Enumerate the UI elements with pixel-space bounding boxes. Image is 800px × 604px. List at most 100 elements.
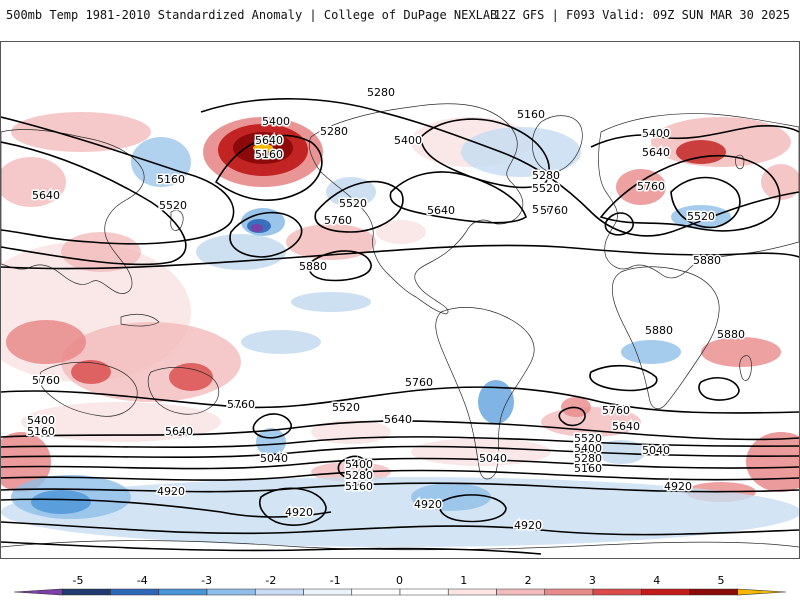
contour-label: 5520 xyxy=(159,199,187,212)
colorbar-label: 0 xyxy=(396,574,403,587)
contour-label: 5040 xyxy=(479,452,507,465)
contour-label: 5160 xyxy=(345,480,373,493)
colorbar-graphic: -5 -4 -3 -2 -1 0 1 2 3 4 5 xyxy=(13,574,787,596)
contour-line xyxy=(1,498,332,518)
colorbar-label: 1 xyxy=(460,574,467,587)
contour-label: 5640 xyxy=(384,413,412,426)
warm-anomaly-area xyxy=(169,363,213,391)
cold-anomaly-area xyxy=(256,428,286,456)
contour-label: 5520 xyxy=(332,401,360,414)
colorbar-bin xyxy=(13,588,63,596)
contour-line xyxy=(670,176,741,229)
cold-anomaly-area xyxy=(621,340,681,364)
cold-anomaly-area xyxy=(241,330,321,354)
contour-label: 5880 xyxy=(299,260,327,273)
contour-label: 5640 xyxy=(612,420,640,433)
contour-label: 4920 xyxy=(285,506,313,519)
contour-line xyxy=(214,134,323,201)
colorbar-label: 3 xyxy=(589,574,596,587)
antarctica-outline xyxy=(1,540,799,551)
madagascar-outline xyxy=(739,355,752,381)
colorbar-bins xyxy=(13,588,787,596)
contour-line xyxy=(604,212,634,236)
contour-label: 5760 xyxy=(227,398,255,411)
map-title: 500mb Temp 1981-2010 Standardized Anomal… xyxy=(6,8,498,22)
contour-line xyxy=(590,125,799,148)
warm-anomaly-area xyxy=(746,432,799,492)
asia-west-outline xyxy=(1,129,145,294)
contour-label: 5400 xyxy=(345,458,373,471)
colorbar-label: -4 xyxy=(137,574,148,587)
warm-anomaly-area xyxy=(376,220,426,244)
contour-label: 5640 xyxy=(255,134,283,147)
greenland-outline xyxy=(531,115,583,173)
anomaly-shading xyxy=(1,112,799,547)
contour-line xyxy=(1,521,799,536)
map-panel[interactable]: 5280 5400 5640 5280 5400 5160 5160 5400 5640 5160… xyxy=(0,41,800,559)
contour-label: 5760 xyxy=(637,180,665,193)
colorbar-bin xyxy=(399,588,449,596)
contour-line xyxy=(229,211,303,258)
contour-line xyxy=(389,171,527,224)
contour-label: 5640 xyxy=(427,204,455,217)
contour-line xyxy=(420,118,550,189)
cold-anomaly-area xyxy=(671,205,731,229)
contour-line xyxy=(698,377,740,401)
colorbar-bin xyxy=(544,588,594,596)
contour-line xyxy=(599,154,781,232)
australia-east-outline xyxy=(147,367,219,415)
indonesia-outline xyxy=(120,313,160,327)
contour-label: 5160 xyxy=(517,108,545,121)
anomaly-map[interactable]: 5280540056405280540051605160540056405160… xyxy=(1,42,799,558)
coastlines xyxy=(1,103,799,551)
colorbar-bin xyxy=(640,588,690,596)
warm-anomaly-area xyxy=(71,360,111,384)
eurasia-outline xyxy=(598,113,799,279)
contour-label: 5760 xyxy=(32,374,60,387)
colorbar-bin xyxy=(61,588,111,596)
contour-label: 5760 xyxy=(324,214,352,227)
africa-outline xyxy=(611,266,720,410)
contour-label: 5280 xyxy=(367,86,395,99)
contour-label: 5400 xyxy=(27,414,55,427)
cold-anomaly-area xyxy=(1,477,799,547)
colorbar-label: -3 xyxy=(201,574,212,587)
contour-line xyxy=(337,455,368,480)
model-run-info: 12Z GFS | F093 Valid: 09Z SUN MAR 30 202… xyxy=(493,8,790,22)
colorbar-bin xyxy=(303,588,353,596)
cold-anomaly-area xyxy=(326,177,376,207)
contour-line xyxy=(1,436,799,449)
contour-label: 5160 xyxy=(27,425,55,438)
contour-line xyxy=(439,494,507,523)
colorbar-bin xyxy=(447,588,497,596)
contour-label: 5520 xyxy=(687,210,715,223)
cold-anomaly-area xyxy=(131,137,191,187)
contour-line xyxy=(308,250,372,282)
colorbar-bin xyxy=(254,588,304,596)
warm-anomaly-area xyxy=(21,402,221,442)
contour-label: 5760 xyxy=(405,376,433,389)
contour-line xyxy=(1,469,799,481)
warm-anomaly-area xyxy=(676,140,726,164)
contour-label: 5400 xyxy=(642,127,670,140)
contour-line xyxy=(1,116,235,245)
contour-line xyxy=(252,413,292,439)
contour-line xyxy=(1,420,799,441)
contour-label: 5160 xyxy=(574,462,602,475)
contour-label: 5400 xyxy=(262,115,290,128)
contour-label: 5880 xyxy=(645,324,673,337)
contour-line xyxy=(558,406,586,427)
contour-label: 4920 xyxy=(157,485,185,498)
extreme-warm-anomaly xyxy=(253,144,273,152)
warm-anomaly-area xyxy=(651,117,791,167)
colorbar-bin xyxy=(592,588,642,596)
contour-line xyxy=(589,364,658,392)
contour-label: 5400 xyxy=(574,442,602,455)
colorbar-bin xyxy=(351,588,401,596)
warm-anomaly-area xyxy=(616,169,666,205)
colorbar-label: -1 xyxy=(330,574,341,587)
colorbar-bin xyxy=(158,588,208,596)
contour-label: 5880 xyxy=(717,328,745,341)
contour-labels: 5280540056405280540051605160540056405160… xyxy=(26,85,747,534)
cold-anomaly-area xyxy=(461,127,581,177)
